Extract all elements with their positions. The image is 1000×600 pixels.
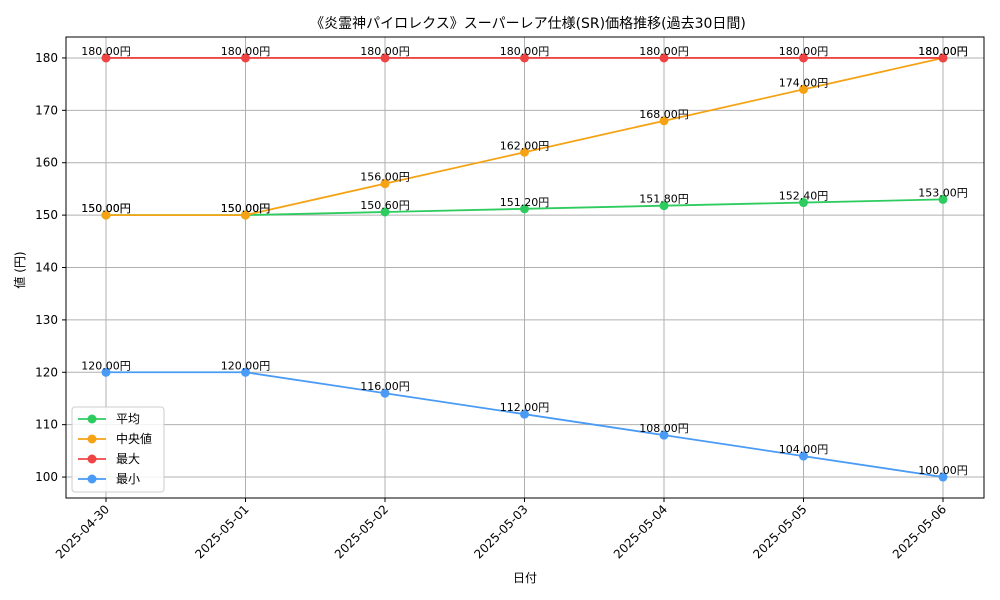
data-label: 153.00円 [918,186,968,199]
y-tick-label: 170 [35,103,58,117]
data-point [799,451,808,461]
data-label: 180.00円 [639,45,689,58]
data-label: 151.20円 [500,196,550,209]
data-label: 150.00円 [221,202,271,215]
data-point [659,53,669,63]
data-label: 151.80円 [639,193,689,206]
data-label: 150.00円 [81,202,131,215]
data-label: 180.00円 [360,45,410,58]
data-label: 120.00円 [221,359,271,372]
data-label: 120.00円 [81,359,131,372]
data-point [520,147,529,157]
y-tick-label: 180 [35,51,58,65]
y-tick-label: 160 [35,156,58,170]
legend-marker [87,474,97,484]
data-label: 168.00円 [639,108,689,121]
data-point [799,84,808,94]
data-label: 174.00円 [779,76,829,89]
data-label: 100.00円 [918,464,968,477]
data-label: 116.00円 [360,380,410,393]
legend-label: 中央値 [116,431,152,446]
y-tick-label: 110 [35,418,58,432]
y-tick-label: 140 [35,261,58,275]
series-layer [101,53,948,482]
y-tick-label: 120 [35,365,58,379]
legend-label: 最大 [116,452,140,466]
data-point [659,201,669,211]
data-label: 180.00円 [500,45,550,58]
data-point [938,472,948,482]
data-label: 152.40円 [779,190,829,203]
data-label: 156.00円 [360,171,410,184]
data-point [799,198,808,208]
data-point [241,210,250,220]
legend-label: 最小 [116,472,140,486]
data-point [241,367,250,377]
data-point [799,53,808,63]
data-point [380,207,390,217]
data-label: 180.00円 [779,45,829,58]
data-label: 180.00円 [918,45,968,58]
data-point [938,194,948,204]
data-label: 180.00円 [221,45,271,58]
data-point [520,409,529,419]
data-label: 180.00円 [81,45,131,58]
y-tick-label: 100 [35,470,58,484]
data-label: 150.00円 [221,202,271,215]
legend-label: 平均 [116,412,140,426]
data-point [380,179,390,189]
chart-title: 《炎霊神パイロレクス》スーパーレア仕様(SR)価格推移(過去30日間) [310,16,746,32]
data-label: 108.00円 [639,422,689,435]
data-point [101,210,111,220]
legend-marker [87,454,97,464]
data-point [380,53,390,63]
y-tick-label: 150 [35,208,58,222]
data-point [101,53,111,63]
data-point [520,204,529,214]
legend-marker [87,434,97,444]
data-point [241,53,250,63]
data-label: 112.00円 [500,401,550,414]
data-label: 162.00円 [500,139,550,152]
data-labels-layer: 150.00円 150.00円 150.60円 151.20円 151.80円 152.4… [81,45,968,477]
data-point [520,53,529,63]
data-point [101,367,111,377]
data-point [659,430,669,440]
data-point [380,388,390,398]
grid-lines [66,37,984,498]
data-label: 150.60円 [360,199,410,212]
legend-marker [87,414,97,424]
data-label: 104.00円 [779,443,829,456]
data-label: 180.00円 [918,45,968,58]
y-axis-ticks: 100 110 120 130 140 150 160 170 180 [35,51,66,484]
y-tick-label: 130 [35,313,58,327]
data-label: 150.00円 [81,202,131,215]
data-point [659,116,669,126]
legend-box [71,406,165,493]
data-point [938,53,948,63]
y-axis-label: 値 (円) [12,251,27,288]
x-axis-label: 日付 [513,571,537,585]
